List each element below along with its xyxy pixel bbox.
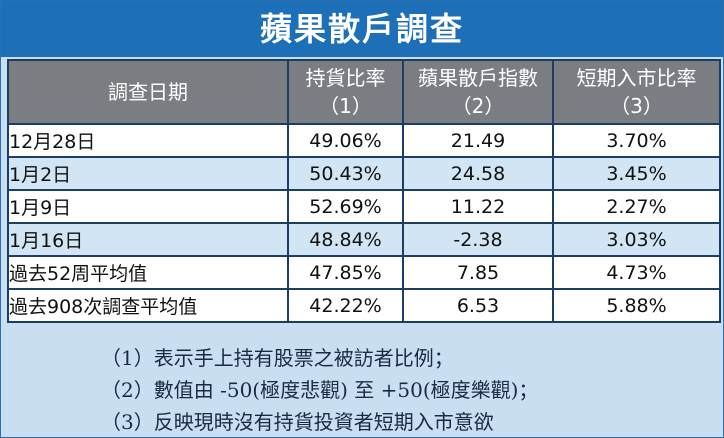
page-title: 蘋果散戶調查 [1,1,723,57]
cell-holding: 47.85% [287,255,404,290]
cell-index: 21.49 [402,123,554,158]
cell-index: 6.53 [402,288,554,323]
table-row: 1月16日 48.84% -2.38 3.03% [7,222,721,257]
cell-short-term: 5.88% [552,288,721,323]
column-header-index: 蘋果散戶指數 （2） [402,59,554,125]
cell-date: 過去52周平均值 [7,255,289,290]
cell-short-term: 3.45% [552,156,721,191]
cell-short-term: 3.03% [552,222,721,257]
cell-short-term: 3.70% [552,123,721,158]
cell-index: 11.22 [402,189,554,224]
cell-holding: 52.69% [287,189,404,224]
column-header-label: 持貨比率 [305,66,386,90]
cell-holding: 50.43% [287,156,404,191]
cell-short-term: 2.27% [552,189,721,224]
cell-date: 1月2日 [7,156,289,191]
column-header-label: 短期入市比率 [576,66,697,90]
header-row: 調查日期 持貨比率 （1） 蘋果散戶指數 （2） 短期入市比率 （3） [7,59,721,125]
cell-index: 7.85 [402,255,554,290]
cell-index: -2.38 [402,222,554,257]
footnotes: （1）表示手上持有股票之被訪者比例； （2）數值由 -50(極度悲觀) 至 +5… [1,338,723,437]
survey-table: 調查日期 持貨比率 （1） 蘋果散戶指數 （2） 短期入市比率 （3） 12月2… [7,59,721,323]
table-row: 過去52周平均值 47.85% 7.85 4.73% [7,255,721,290]
column-header-label: 調查日期 [108,80,188,104]
cell-date: 12月28日 [7,123,289,158]
cell-index: 24.58 [402,156,554,191]
cell-holding: 42.22% [287,288,404,323]
footnote-3: （3）反映現時沒有持貨投資者短期入市意欲 [101,410,494,434]
cell-short-term: 4.73% [552,255,721,290]
cell-date: 1月9日 [7,189,289,224]
column-header-footnote: （1） [319,94,372,118]
table-row: 過去908次調查平均值 42.22% 6.53 5.88% [7,288,721,323]
table-row: 1月2日 50.43% 24.58 3.45% [7,156,721,191]
footnote-2: （2）數值由 -50(極度悲觀) 至 +50(極度樂觀)； [101,378,539,402]
table-row: 1月9日 52.69% 11.22 2.27% [7,189,721,224]
cell-date: 過去908次調查平均值 [7,288,289,323]
footnote-1: （1）表示手上持有股票之被訪者比例； [101,346,454,370]
column-header-date: 調查日期 [7,59,289,125]
cell-holding: 49.06% [287,123,404,158]
cell-date: 1月16日 [7,222,289,257]
column-header-short-term: 短期入市比率 （3） [552,59,721,125]
column-header-holding: 持貨比率 （1） [287,59,404,125]
column-header-footnote: （2） [451,94,505,118]
column-header-label: 蘋果散戶指數 [418,66,538,90]
table-row: 12月28日 49.06% 21.49 3.70% [7,123,721,158]
cell-holding: 48.84% [287,222,404,257]
column-header-footnote: （3） [610,94,663,118]
